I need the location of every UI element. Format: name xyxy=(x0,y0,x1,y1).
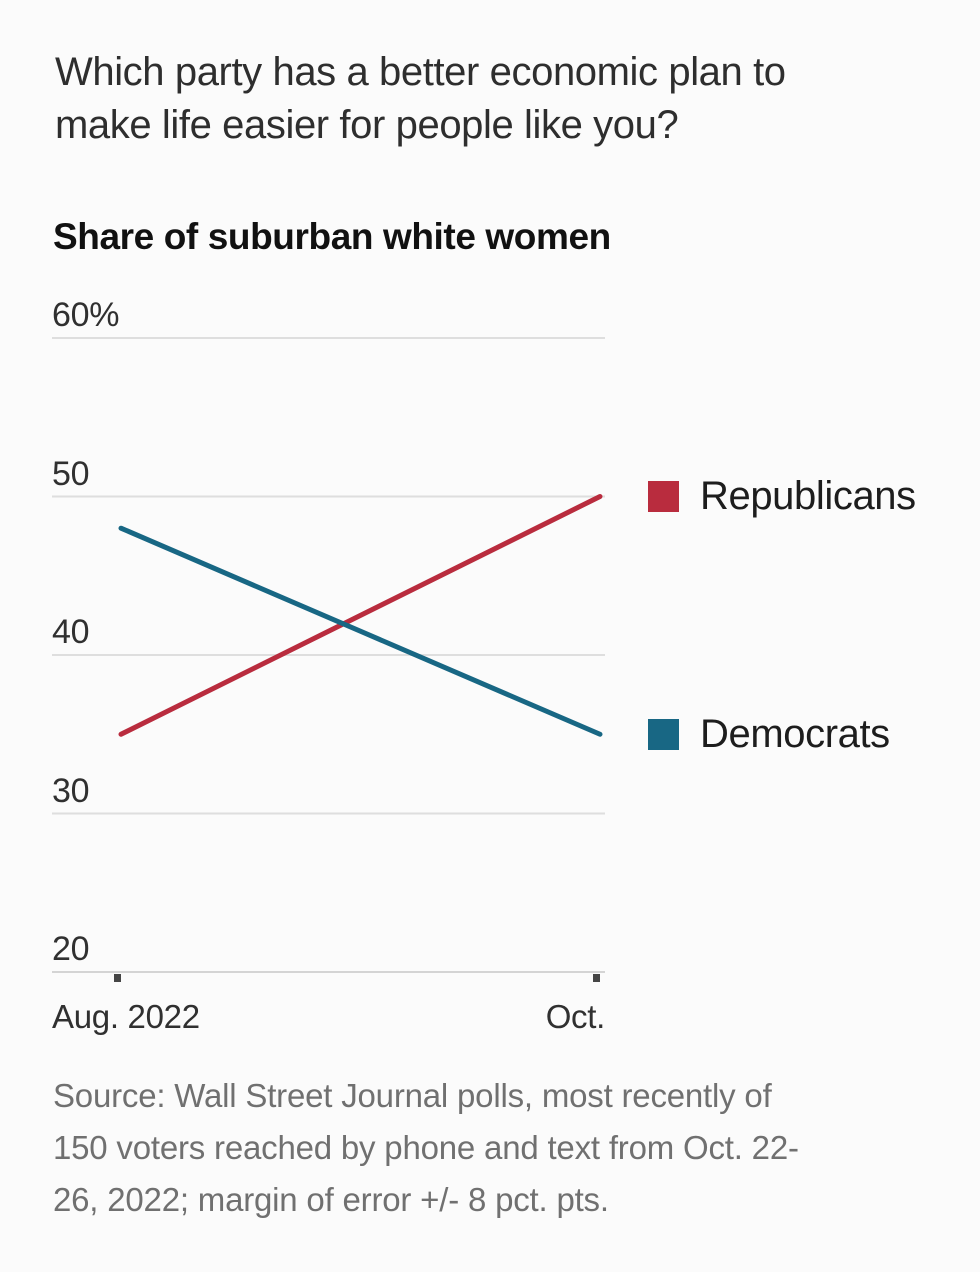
democrats-swatch-icon xyxy=(648,718,679,750)
y-axis-tick-label: 40 xyxy=(52,613,90,651)
y-axis-tick-label: 20 xyxy=(52,930,90,968)
source-note-line-3: 26, 2022; margin of error +/- 8 pct. pts… xyxy=(53,1181,609,1218)
source-note-line-2: 150 voters reached by phone and text fro… xyxy=(53,1129,799,1166)
legend-label-democrats: Democrats xyxy=(700,711,890,756)
legend-label-republicans: Republicans xyxy=(700,474,916,518)
series-line-democrats xyxy=(118,525,603,737)
x-axis-label-start: Aug. 2022 xyxy=(52,998,200,1035)
y-axis-tick-label: 60% xyxy=(52,296,120,334)
chart-question-line-2: make life easier for people like you? xyxy=(55,103,679,147)
republicans-swatch-icon xyxy=(648,481,679,512)
legend-item-republicans: Republicans xyxy=(648,474,916,518)
x-axis-tick-mark xyxy=(593,974,600,982)
source-note: Source: Wall Street Journal polls, most … xyxy=(53,1070,799,1226)
y-axis-tick-label: 50 xyxy=(52,454,90,493)
x-axis-label-end: Oct. xyxy=(545,998,606,1035)
chart-question: Which party has a better economic plan t… xyxy=(55,46,786,152)
source-note-line-1: Source: Wall Street Journal polls, most … xyxy=(53,1077,772,1114)
chart-question-line-1: Which party has a better economic plan t… xyxy=(55,50,786,94)
y-axis-tick-label: 30 xyxy=(52,771,90,810)
chart-subtitle: Share of suburban white women xyxy=(53,216,611,257)
x-axis-tick-mark xyxy=(114,974,121,982)
series-line-republicans xyxy=(118,494,603,737)
legend-item-democrats: Democrats xyxy=(648,711,890,756)
